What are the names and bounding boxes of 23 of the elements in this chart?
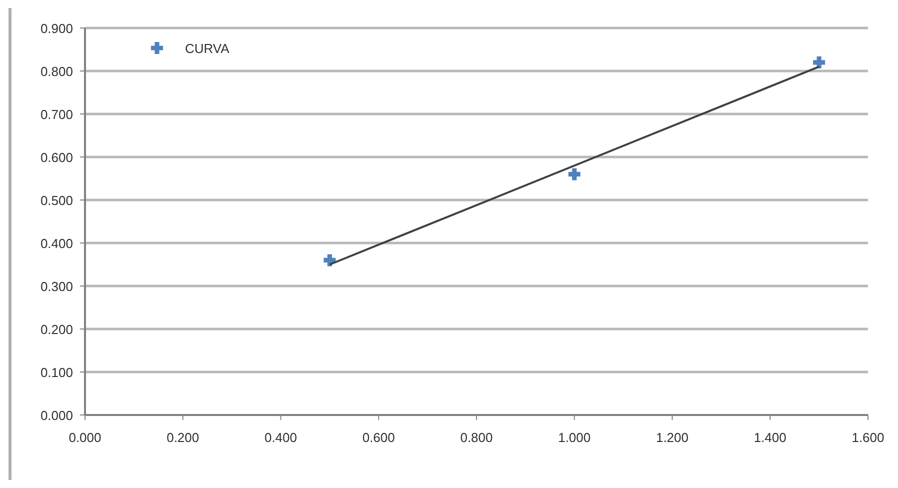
y-tick-label: 0.600: [40, 150, 73, 165]
point: [568, 168, 580, 180]
x-tick-label: 1.200: [656, 430, 689, 445]
y-tick-label: 0.100: [40, 365, 73, 380]
point: [813, 56, 826, 68]
x-tick-label: 0.000: [68, 430, 102, 445]
y-tick-label: 0.200: [40, 322, 73, 337]
x-tick-label: 1.600: [852, 430, 884, 445]
x-tick-label: 0.800: [460, 430, 493, 445]
x-tick-label: 1.400: [754, 430, 786, 445]
y-tick-label: 0.300: [40, 279, 73, 294]
point: [324, 254, 336, 266]
x-tick-label: 0.200: [166, 430, 200, 445]
legend-label: CURVA: [185, 41, 230, 56]
x-tick-label: 0.600: [362, 430, 395, 445]
y-tick-label: 0.800: [40, 64, 73, 79]
y-tick-label: 0.900: [40, 21, 73, 36]
x-tick-label: 0.400: [264, 430, 298, 445]
y-tick-label: 0.400: [40, 236, 73, 251]
x-tick-label: 1.000: [558, 430, 591, 445]
y-tick-label: 0.700: [40, 107, 73, 122]
y-tick-label: 0.000: [40, 408, 73, 423]
y-tick-label: 0.500: [40, 193, 73, 208]
